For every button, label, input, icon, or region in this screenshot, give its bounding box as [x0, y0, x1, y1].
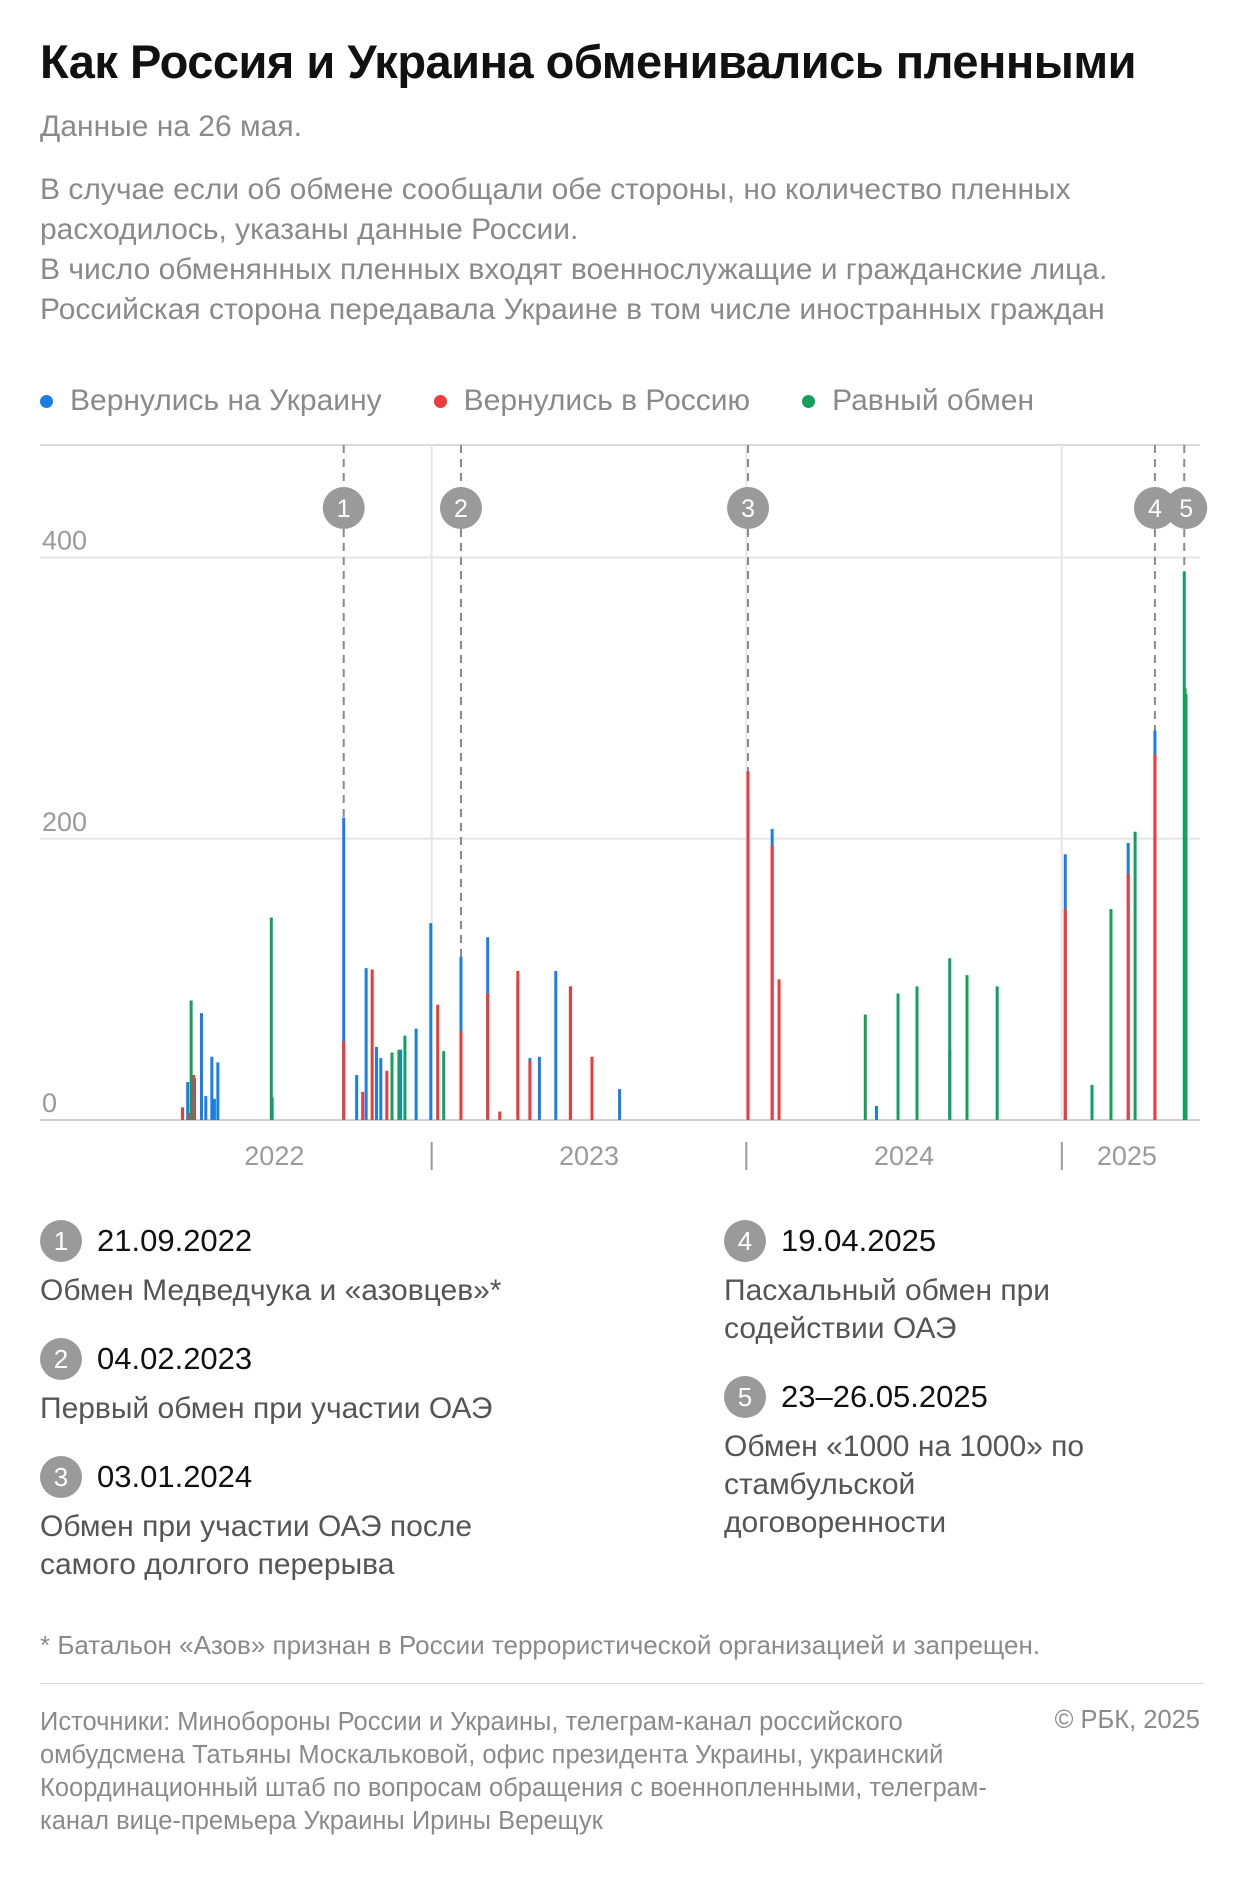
annotation-badge — [1165, 487, 1208, 529]
legend-item-russia: Вернулись в Россию — [433, 384, 751, 418]
legend-label-ukraine: Вернулись на Украину — [70, 384, 382, 417]
event-2: 2 04.02.2023 Первый обмен при участии ОАЭ — [40, 1338, 600, 1428]
event-date: 23–26.05.2025 — [781, 1379, 988, 1414]
legend-dot-ukraine — [40, 394, 53, 408]
x-tick-label: 2024 — [874, 1141, 934, 1171]
copyright: © РБК, 2025 — [1054, 1706, 1200, 1734]
footer-divider — [40, 1683, 1204, 1684]
chart-legend: Вернулись на Украину Вернулись в Россию … — [40, 384, 1210, 418]
event-number-badge: 4 — [724, 1220, 766, 1262]
event-description: Обмен при участии ОАЭ после самого долго… — [40, 1510, 473, 1581]
page-title: Как Россия и Украина обменивались пленны… — [40, 35, 1137, 88]
event-date: 04.02.2023 — [97, 1341, 253, 1376]
annotation-badge — [727, 487, 770, 529]
annotation-number: 1 — [337, 495, 351, 523]
legend-label-equal: Равный обмен — [832, 384, 1035, 417]
legend-label-russia: Вернулись в Россию — [463, 384, 751, 417]
data-date-subtitle: Данные на 26 мая. — [40, 110, 302, 143]
x-tick-label: 2025 — [1097, 1141, 1157, 1171]
legend-dot-equal — [802, 394, 816, 408]
annotation-number: 4 — [1148, 495, 1162, 523]
annotation-number: 5 — [1179, 495, 1193, 523]
annotation-badge — [322, 487, 365, 529]
chart-note-line-1: В случае если об обмене сообщали обе сто… — [40, 173, 1071, 246]
legend-item-equal: Равный обмен — [802, 384, 1034, 418]
event-date: 03.01.2024 — [97, 1459, 253, 1494]
event-number-badge: 2 — [40, 1338, 82, 1380]
event-description: Пасхальный обмен при содействии ОАЭ — [724, 1274, 1051, 1345]
event-5: 5 23–26.05.2025 Обмен «1000 на 1000» по с… — [724, 1376, 1104, 1542]
y-tick-label: 0 — [42, 1088, 57, 1118]
prisoner-exchange-chart: 0 200 400 2022 2023 2024 2025 1 2 3 4 5 — [40, 444, 1208, 1171]
annotation-badge — [1133, 487, 1176, 529]
event-date: 21.09.2022 — [97, 1223, 253, 1258]
event-number-badge: 5 — [724, 1376, 766, 1418]
event-date: 19.04.2025 — [781, 1223, 937, 1258]
footnote: * Батальон «Азов» признан в России терро… — [40, 1630, 1041, 1660]
legend-item-ukraine: Вернулись на Украину — [40, 384, 382, 418]
y-tick-label: 400 — [42, 526, 87, 556]
event-4: 4 19.04.2025 Пасхальный обмен при содейст… — [724, 1220, 1084, 1348]
annotation-number: 3 — [741, 495, 755, 523]
x-tick-label: 2023 — [559, 1141, 619, 1171]
event-1: 1 21.09.2022 Обмен Медведчука и «азовцев»… — [40, 1220, 600, 1310]
annotation-badge — [439, 487, 482, 529]
x-tick-label: 2022 — [244, 1141, 304, 1171]
event-description: Обмен Медведчука и «азовцев»* — [40, 1274, 502, 1307]
chart-note: В случае если об обмене сообщали обе сто… — [40, 170, 1210, 330]
event-description: Обмен «1000 на 1000» по стамбульской дог… — [724, 1430, 1085, 1539]
legend-dot-russia — [433, 394, 447, 408]
chart-note-line-2: В число обменянных пленных входят военно… — [40, 253, 1108, 326]
event-number-badge: 3 — [40, 1456, 82, 1498]
event-3: 3 03.01.2024 Обмен при участии ОАЭ после … — [40, 1456, 560, 1584]
event-number-badge: 1 — [40, 1220, 82, 1262]
sources: Источники: Минобороны России и Украины, … — [40, 1708, 987, 1835]
y-tick-label: 200 — [42, 807, 87, 837]
annotation-number: 2 — [454, 495, 468, 523]
event-description: Первый обмен при участии ОАЭ — [40, 1392, 493, 1425]
